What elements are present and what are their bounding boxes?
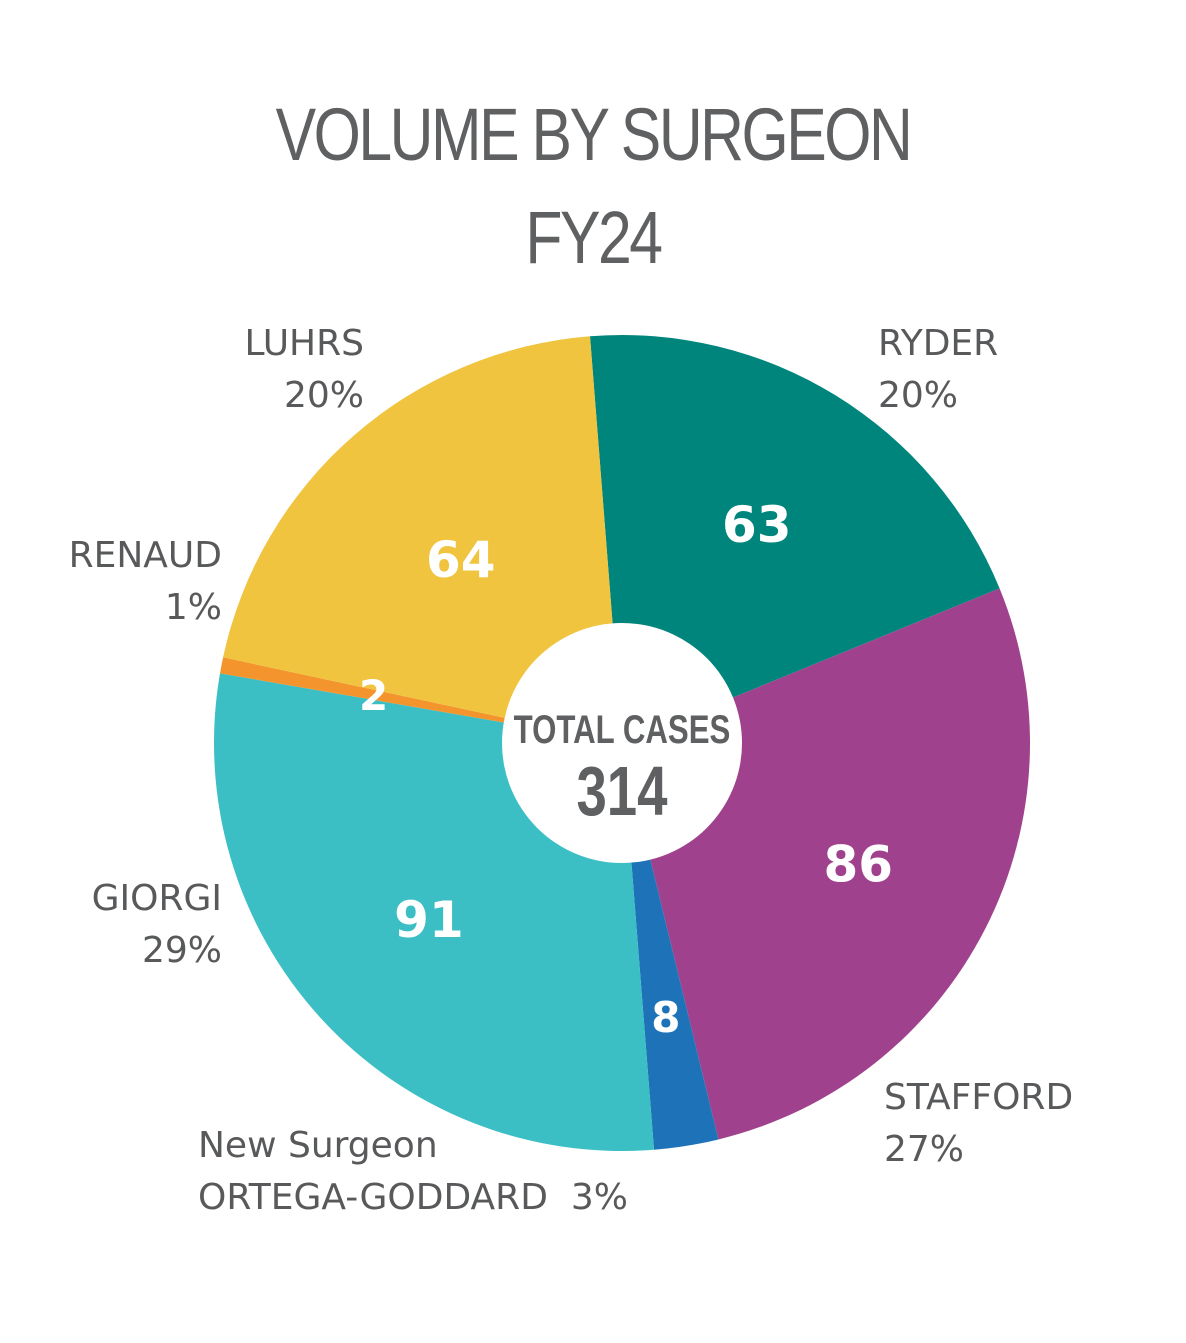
value-label-luhrs: 64 bbox=[426, 531, 496, 589]
pie-slices bbox=[214, 335, 1031, 1151]
center-total-value: 314 bbox=[576, 753, 667, 831]
label-ortega-goddard: New Surgeon ORTEGA-GODDARD 3% bbox=[198, 1120, 628, 1224]
label-ortega-name: ORTEGA-GODDARD bbox=[198, 1177, 548, 1218]
chart-subtitle: FY24 bbox=[525, 196, 663, 279]
label-luhrs: LUHRS 20% bbox=[244, 318, 364, 422]
label-ryder: RYDER 20% bbox=[878, 318, 998, 422]
label-renaud-name: RENAUD bbox=[68, 535, 222, 576]
slice-ryder bbox=[589, 335, 1000, 743]
value-label-renaud: 2 bbox=[359, 671, 388, 720]
label-stafford-percent: 27% bbox=[884, 1129, 965, 1170]
value-label-ortega-goddard: 8 bbox=[651, 993, 680, 1042]
label-stafford-name: STAFFORD bbox=[884, 1077, 1074, 1118]
label-renaud: RENAUD 1% bbox=[69, 530, 222, 634]
label-giorgi-name: GIORGI bbox=[91, 878, 222, 919]
label-luhrs-percent: 20% bbox=[283, 375, 364, 416]
label-luhrs-name: LUHRS bbox=[244, 323, 364, 364]
label-ryder-percent: 20% bbox=[878, 375, 959, 416]
value-label-ryder: 63 bbox=[722, 496, 792, 554]
value-label-stafford: 86 bbox=[823, 836, 893, 894]
slice-value-labels: 63 86 8 91 2 64 bbox=[359, 496, 893, 1042]
label-giorgi: GIORGI 29% bbox=[92, 873, 222, 977]
value-label-giorgi: 91 bbox=[394, 891, 464, 949]
label-ortega-percent: 3% bbox=[570, 1177, 628, 1218]
chart-title: VOLUME BY SURGEON bbox=[275, 93, 913, 176]
label-giorgi-percent: 29% bbox=[141, 930, 222, 971]
slice-luhrs bbox=[223, 336, 623, 743]
label-ryder-name: RYDER bbox=[878, 323, 999, 364]
center-label: TOTAL CASES bbox=[514, 707, 731, 752]
label-stafford: STAFFORD 27% bbox=[884, 1072, 1073, 1176]
center-hole bbox=[502, 623, 742, 863]
label-ortega-prefix: New Surgeon bbox=[198, 1125, 438, 1166]
label-renaud-percent: 1% bbox=[164, 587, 222, 628]
